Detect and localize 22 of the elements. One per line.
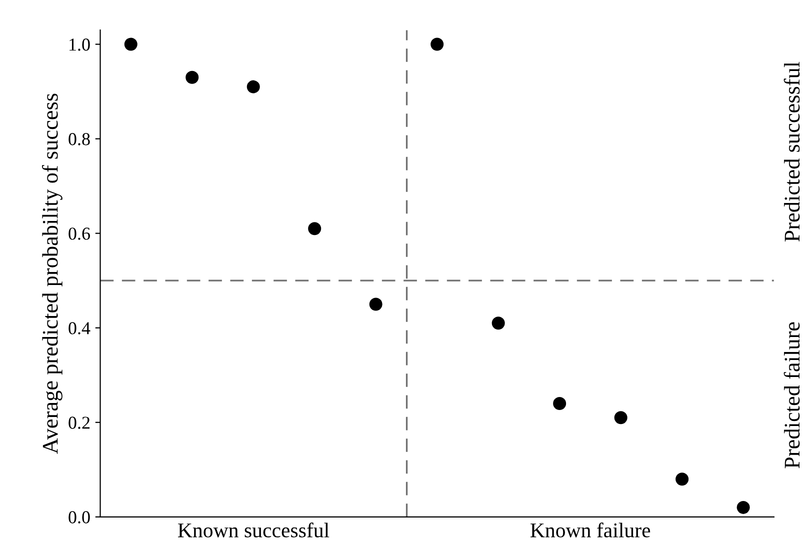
point [246,80,260,94]
y-tick-label: 0.8 [68,133,90,146]
y-tick-label: 0.2 [68,416,90,429]
text: Predicted successful [784,62,800,242]
y-axis-title: Average predicted probability of success [42,94,62,454]
text: Known failure [530,522,650,538]
text: Predicted failure [784,322,800,468]
y-tick-label: 0.0 [68,511,90,524]
point [614,411,628,424]
point [186,70,199,84]
point [369,298,382,311]
point [308,222,322,236]
point [553,396,566,410]
point [736,500,750,514]
y-tick-label: 0.4 [68,322,90,334]
point [676,472,689,486]
y-tick-label: 1.0 [70,38,90,51]
y-tick-label: 0.6 [68,228,90,240]
point [430,38,444,51]
point [124,38,138,51]
text: Known successful [178,522,330,538]
point [492,316,505,330]
